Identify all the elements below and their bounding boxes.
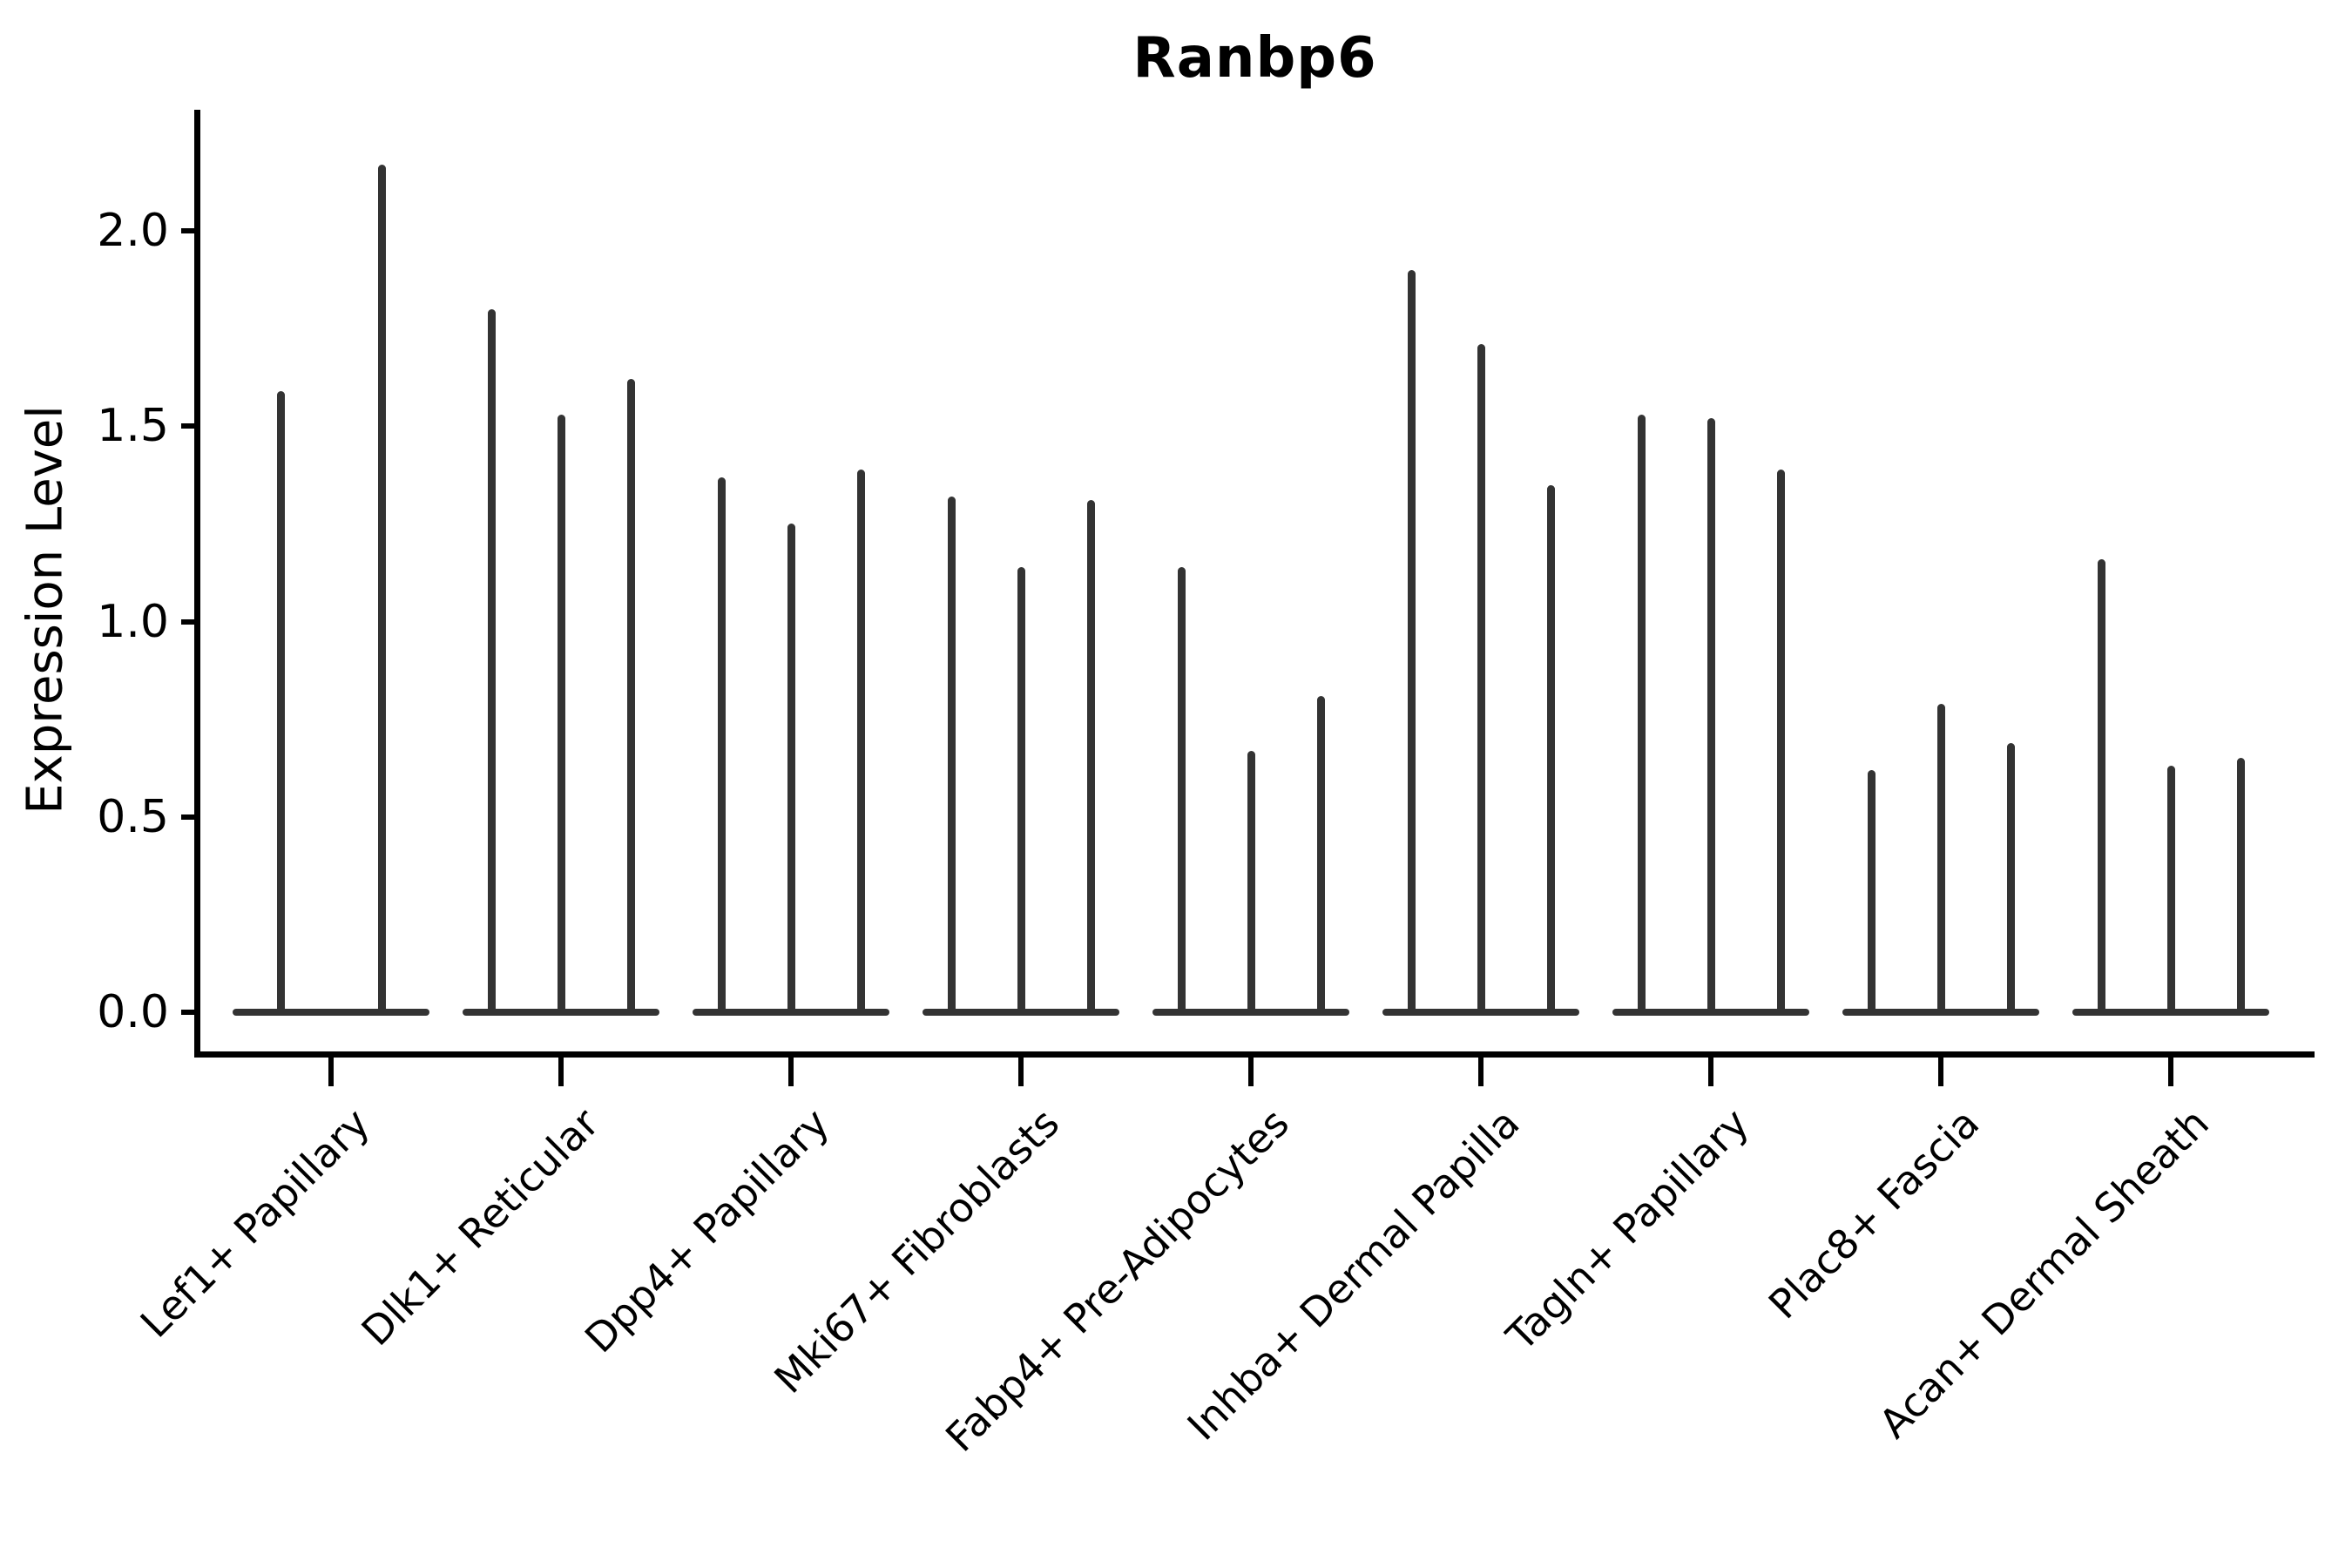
x-tick-label: Dpp4+ Papillary — [575, 1099, 839, 1362]
violin-base — [923, 1009, 1119, 1016]
x-tick-mark — [788, 1057, 794, 1086]
x-tick-label: Tagln+ Papillary — [1497, 1099, 1759, 1360]
x-tick-mark — [1018, 1057, 1024, 1086]
violin-spike — [2166, 766, 2175, 1012]
violin-spike — [1546, 484, 1555, 1012]
x-tick-mark — [1478, 1057, 1484, 1086]
violin-spike — [487, 308, 496, 1012]
x-tick-mark — [1708, 1057, 1713, 1086]
chart-title: Ranbp6 — [1132, 26, 1377, 91]
violin-spike — [1316, 695, 1325, 1012]
violin-spike — [1776, 469, 1785, 1012]
x-tick-label: Plac8+ Fascia — [1759, 1099, 1989, 1328]
violin-spike — [856, 469, 865, 1012]
violin-spike — [1867, 769, 1876, 1012]
violin-spike — [1936, 703, 1945, 1012]
violin-spike — [2236, 758, 2245, 1012]
violin-spike — [1477, 344, 1485, 1012]
y-tick-label: 1.0 — [97, 595, 169, 648]
violin-base — [1382, 1009, 1579, 1016]
y-tick-label: 1.5 — [97, 400, 169, 453]
violin-spike — [377, 164, 386, 1012]
y-tick-label: 0.5 — [97, 790, 169, 843]
x-tick-mark — [558, 1057, 564, 1086]
y-axis-spine — [194, 110, 200, 1057]
violin-spike — [1707, 418, 1715, 1012]
violin-spike — [2006, 742, 2015, 1012]
x-tick-mark — [328, 1057, 334, 1086]
x-tick-mark — [2168, 1057, 2173, 1086]
violin-spike — [1637, 414, 1646, 1012]
violin-spike — [276, 390, 285, 1012]
violin-spike — [2097, 558, 2105, 1012]
violin-spike — [1407, 269, 1416, 1012]
violin-spike — [557, 414, 565, 1012]
violin-spike — [787, 524, 795, 1012]
y-tick-label: 0.0 — [97, 986, 169, 1038]
violin-spike — [1017, 566, 1025, 1012]
violin-base — [1152, 1009, 1349, 1016]
violin-spike — [1247, 750, 1255, 1012]
violin-spike — [947, 496, 956, 1012]
x-tick-mark — [1248, 1057, 1254, 1086]
x-axis-spine — [194, 1051, 2315, 1058]
violin-spike — [626, 379, 635, 1012]
violin-spike — [717, 476, 726, 1012]
y-tick-mark — [181, 618, 197, 625]
violin-base — [1842, 1009, 2039, 1016]
y-tick-mark — [181, 228, 197, 233]
y-tick-mark — [181, 814, 197, 820]
violin-base — [1612, 1009, 1809, 1016]
violin-spike — [1177, 566, 1186, 1012]
x-tick-label: Lef1+ Papillary — [131, 1099, 379, 1347]
x-tick-mark — [1938, 1057, 1943, 1086]
violin-base — [693, 1009, 889, 1016]
y-tick-label: 2.0 — [97, 205, 169, 257]
y-tick-mark — [181, 423, 197, 429]
violin-spike — [1086, 500, 1095, 1012]
y-tick-mark — [181, 1010, 197, 1015]
violin-base — [463, 1009, 659, 1016]
violin-base — [2072, 1009, 2269, 1016]
x-tick-label: Dlk1+ Reticular — [352, 1099, 609, 1355]
violin-base — [233, 1009, 429, 1016]
